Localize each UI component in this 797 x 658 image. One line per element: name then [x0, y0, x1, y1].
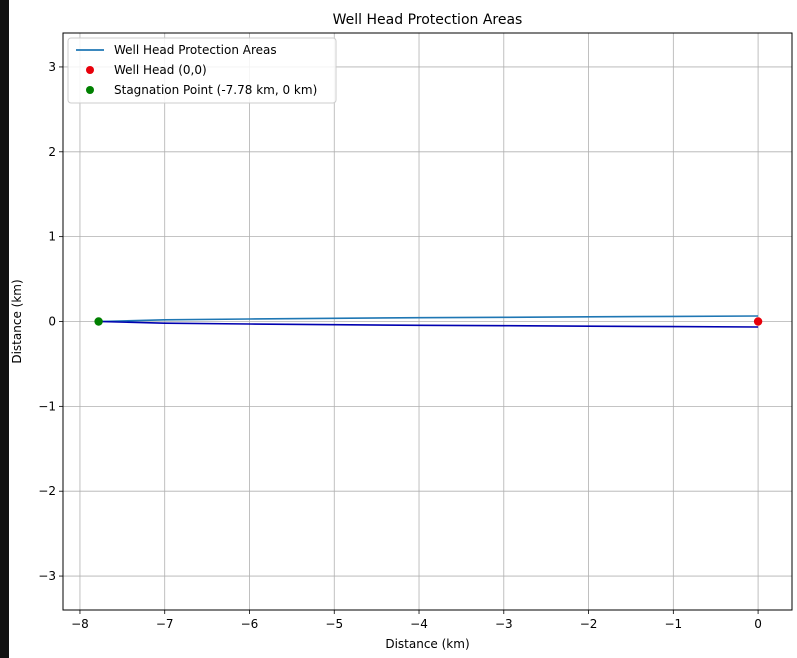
legend-well-head-swatch — [86, 66, 94, 74]
series-line-1 — [98, 320, 759, 328]
x-tick-label: −2 — [580, 617, 598, 631]
x-tick-label: −6 — [241, 617, 259, 631]
series-point-2 — [753, 317, 763, 326]
y-tick-label: −3 — [38, 569, 56, 583]
y-tick-label: −1 — [38, 399, 56, 413]
x-tick-label: −4 — [410, 617, 428, 631]
window-edge — [0, 0, 9, 658]
chart-title: Well Head Protection Areas — [333, 12, 523, 28]
x-tick-label: −1 — [664, 617, 682, 631]
chart-canvas: −8 −7 −6 −5 −4 −3 −2 −1 0 −3 −2 −1 0 1 2 3 Well Head P… — [9, 0, 797, 658]
x-tick-label: −3 — [495, 617, 513, 631]
y-tick-label: −2 — [38, 484, 56, 498]
y-tick-label: 1 — [48, 230, 56, 244]
legend: Well Head Protection Areas Well Head (0,… — [67, 37, 337, 104]
x-tick-label: −5 — [325, 617, 343, 631]
y-axis-ticks: −3 −2 −1 0 1 2 3 — [38, 60, 63, 583]
grid — [63, 33, 792, 610]
x-tick-label: −8 — [71, 617, 89, 631]
series-point-3 — [94, 317, 103, 326]
y-tick-label: 0 — [48, 315, 56, 329]
y-tick-label: 3 — [48, 60, 56, 74]
legend-label-stagnation-point: Stagnation Point (-7.78 km, 0 km) — [114, 83, 317, 97]
y-tick-label: 2 — [48, 145, 56, 159]
legend-label-protection-areas: Well Head Protection Areas — [114, 43, 277, 57]
series-line-0 — [98, 315, 759, 323]
legend-stagnation-swatch — [86, 86, 94, 94]
x-axis-ticks: −8 −7 −6 −5 −4 −3 −2 −1 0 — [71, 610, 762, 631]
series-layer — [94, 315, 763, 328]
legend-box — [67, 37, 337, 104]
y-axis-label: Distance (km) — [10, 279, 24, 363]
protection-area-chart: −8 −7 −6 −5 −4 −3 −2 −1 0 −3 −2 −1 0 1 2 3 Well Head P… — [10, 12, 793, 651]
x-tick-label: 0 — [754, 617, 762, 631]
legend-label-well-head: Well Head (0,0) — [114, 63, 207, 77]
x-tick-label: −7 — [156, 617, 174, 631]
x-axis-label: Distance (km) — [385, 637, 469, 651]
